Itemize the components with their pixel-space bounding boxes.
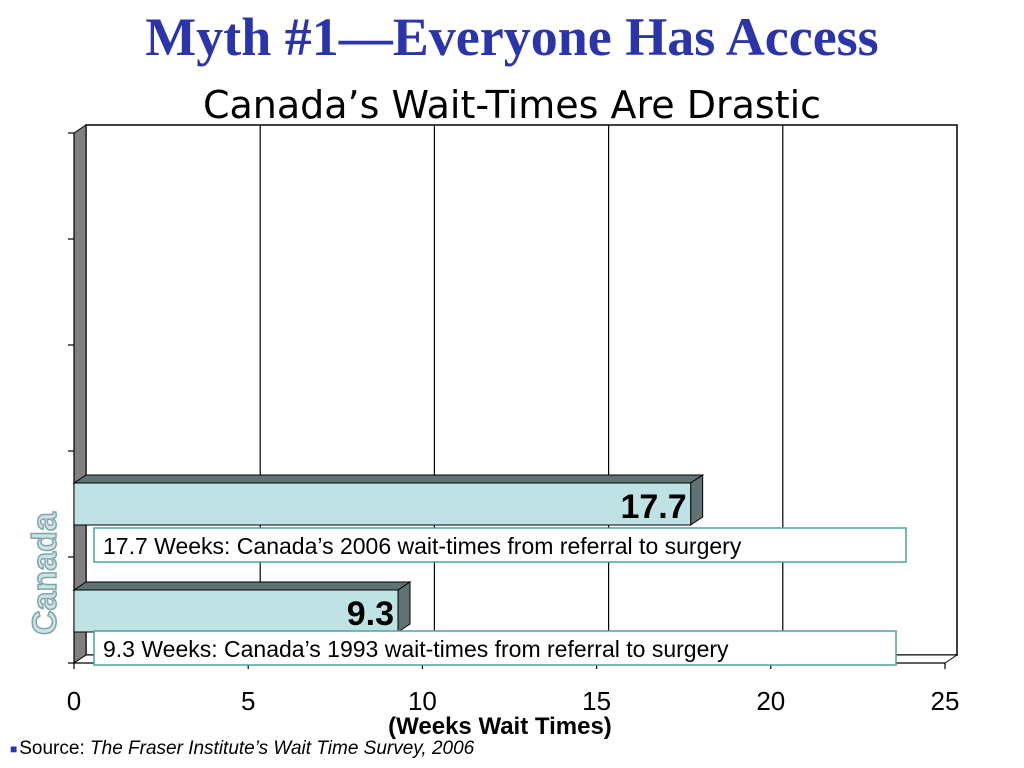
source-note: ■ Source: The Fraser Institute’s Wait Tim… — [10, 738, 474, 760]
x-tick-label: 25 — [931, 686, 960, 716]
x-axis-label: (Weeks Wait Times) — [388, 713, 612, 740]
bar-end-1993 — [397, 581, 411, 633]
page-title: Myth #1—Everyone Has Access — [145, 7, 879, 67]
source-prefix: Source: — [19, 738, 91, 759]
bullet-icon: ■ — [10, 741, 18, 756]
y-axis-label-canada: Canada — [25, 510, 65, 635]
data-label-2006: 17.7 — [620, 488, 686, 526]
y-axis-label-text: Canada — [26, 511, 64, 635]
bar-top-1993 — [72, 581, 412, 591]
bar-end-2006 — [690, 474, 704, 526]
annotation-box-1993 — [93, 630, 897, 666]
x-tick-label: 20 — [756, 686, 785, 716]
x-tick-label: 0 — [67, 686, 81, 716]
bar-1993 — [73, 589, 399, 633]
annotation-text-2006: 17.7 Weeks: Canada’s 2006 wait-times fro… — [103, 533, 742, 559]
data-label-1993: 9.3 — [347, 595, 394, 633]
x-tick-label: 15 — [582, 686, 611, 716]
plot-back-wall — [85, 124, 958, 656]
plot-side-wall — [73, 124, 87, 664]
source-citation: The Fraser Institute’s Wait Time Survey,… — [90, 738, 475, 759]
x-tick-label: 5 — [241, 686, 255, 716]
annotation-box-2006 — [93, 527, 907, 563]
bar-2006 — [73, 482, 692, 526]
bar-top-2006 — [72, 474, 705, 484]
x-tick-label: 10 — [408, 686, 437, 716]
annotation-text-1993: 9.3 Weeks: Canada’s 1993 wait-times from… — [103, 636, 729, 662]
chart-subtitle: Canada’s Wait-Times Are Drastic — [202, 83, 822, 127]
